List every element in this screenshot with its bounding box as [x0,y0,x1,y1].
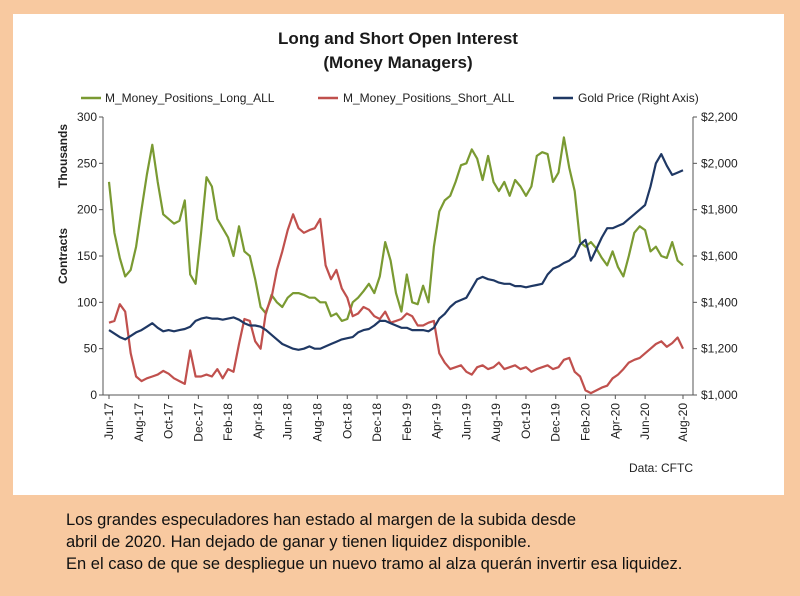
x-tick-label: Apr-18 [251,403,265,439]
series-line-short [108,213,684,395]
x-tick-label: Jun-19 [459,403,473,440]
legend-long-label: M_Money_Positions_Long_ALL [105,91,275,105]
x-tick-label: Feb-19 [400,403,414,441]
y-left-tick-label: 0 [90,388,97,402]
legend-short-label: M_Money_Positions_Short_ALL [343,91,515,105]
chart-card: Long and Short Open Interest (Money Mana… [13,14,784,495]
y-right-tick-label: $2,000 [701,156,738,170]
chart-title-line2: (Money Managers) [323,53,472,72]
x-tick-label: Dec-18 [370,403,384,442]
x-tick-label: Aug-17 [132,403,146,442]
x-tick-label: Jun-20 [638,403,652,440]
x-tick-label: Aug-20 [676,403,690,442]
series-line-long [107,136,684,322]
x-tick-label: Feb-20 [579,403,593,441]
x-tick-label: Oct-17 [162,403,176,439]
caption-line-1: Los grandes especuladores han estado al … [66,511,577,529]
x-tick-label: Jun-17 [102,403,116,440]
y-left-tick-label: 150 [77,249,97,263]
y-right-tick-label: $1,200 [701,342,738,356]
y-right-tick-label: $2,200 [701,110,738,124]
chart-figure: Long and Short Open Interest (Money Mana… [56,29,738,475]
series-line-gold [108,153,684,351]
y-left-tick-label: 200 [77,203,97,217]
x-tick-label: Aug-19 [489,403,503,442]
caption: Los grandes especuladores han estado al … [66,509,786,575]
y-left-tick-label: 100 [77,295,97,309]
y-left-tick-label: 300 [77,110,97,124]
y-left-tick-label: 50 [84,342,98,356]
y-right-tick-label: $1,800 [701,203,738,217]
legend-gold-label: Gold Price (Right Axis) [578,91,699,105]
x-tick-label: Oct-18 [340,403,354,439]
caption-line-3: En el caso de que se despliegue un nuevo… [66,555,683,573]
y-axis-title: Contracts [56,228,70,284]
plot-area [107,136,684,395]
x-tick-label: Apr-19 [430,403,444,439]
x-tick-label: Feb-18 [221,403,235,441]
legend: M_Money_Positions_Long_ALL M_Money_Posit… [81,91,699,105]
x-axis: Jun-17 Aug-17 Oct-17 Dec-17 Feb-18 Apr-18 Jun-… [102,395,690,442]
caption-line-2: abril de 2020. Han dejado de ganar y tie… [66,533,532,551]
y-axis-left: 0 50 100 150 200 250 300 [77,110,693,402]
x-tick-label: Dec-17 [191,403,205,442]
y-right-tick-label: $1,600 [701,249,738,263]
x-tick-label: Oct-19 [519,403,533,439]
x-tick-label: Aug-18 [310,403,324,442]
x-tick-label: Jun-18 [281,403,295,440]
chart-title-line1: Long and Short Open Interest [278,29,518,48]
x-tick-label: Apr-20 [608,403,622,439]
y-right-tick-label: $1,400 [701,295,738,309]
y-left-tick-label: 250 [77,156,97,170]
source-note: Data: CFTC [629,461,693,475]
x-tick-label: Dec-19 [549,403,563,442]
y-axis-units-label: Thousands [56,124,70,188]
y-right-tick-label: $1,000 [701,388,738,402]
y-axis-right: $1,000 $1,200 $1,400 $1,600 $1,800 $2,000 $2,2… [692,110,738,402]
